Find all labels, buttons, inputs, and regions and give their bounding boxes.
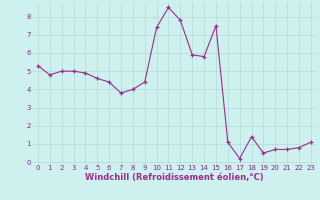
X-axis label: Windchill (Refroidissement éolien,°C): Windchill (Refroidissement éolien,°C) xyxy=(85,173,264,182)
